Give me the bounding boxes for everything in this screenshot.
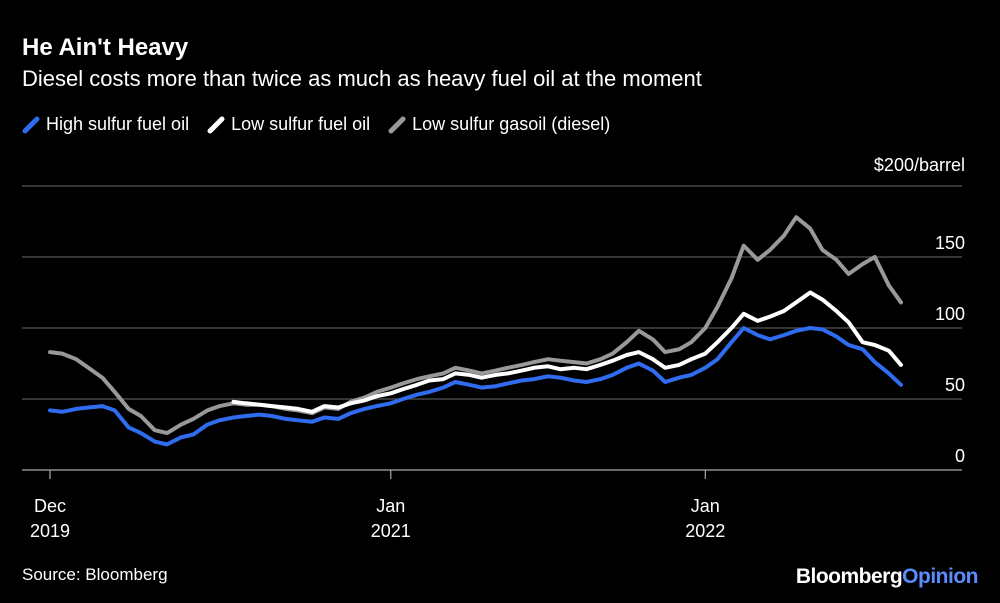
x-tick-label-year: 2019 (30, 521, 70, 541)
legend: High sulfur fuel oil Low sulfur fuel oil… (22, 114, 610, 135)
x-tick-label-year: 2021 (371, 521, 411, 541)
chart-subtitle: Diesel costs more than twice as much as … (22, 66, 702, 91)
legend-label-hsfo: High sulfur fuel oil (46, 114, 190, 134)
legend-swatch-lsfo-icon (207, 116, 225, 133)
x-tick-label-year: 2022 (685, 521, 725, 541)
brand-accent: Opinion (902, 565, 978, 588)
brand-logo: BloombergOpinion (795, 565, 979, 589)
legend-item-gasoil: Low sulfur gasoil (diesel) (388, 114, 610, 135)
y-tick-label: 150 (935, 233, 965, 253)
legend-swatch-hsfo-icon (22, 116, 40, 133)
chart-title: He Ain't Heavy (22, 34, 189, 61)
legend-item-lsfo: Low sulfur fuel oil (207, 114, 370, 135)
source-note: Source: Bloomberg (22, 565, 168, 584)
y-unit-label: $200/barrel (873, 155, 965, 175)
series-line-2 (48, 215, 903, 436)
legend-item-hsfo: High sulfur fuel oil (22, 114, 189, 135)
x-tick-label: Jan (691, 496, 720, 516)
x-tick-label: Dec (34, 496, 66, 516)
legend-label-lsfo: Low sulfur fuel oil (231, 114, 371, 134)
y-tick-label: 0 (955, 446, 965, 466)
series-line-0 (48, 326, 903, 447)
legend-swatch-gasoil-icon (388, 116, 406, 133)
y-tick-label: 50 (945, 375, 965, 395)
series-line-1 (231, 290, 903, 414)
brand-main: Bloomberg (795, 565, 903, 588)
x-tick-label: Jan (376, 496, 405, 516)
legend-label-gasoil: Low sulfur gasoil (diesel) (412, 114, 611, 134)
y-tick-label: 100 (935, 304, 965, 324)
